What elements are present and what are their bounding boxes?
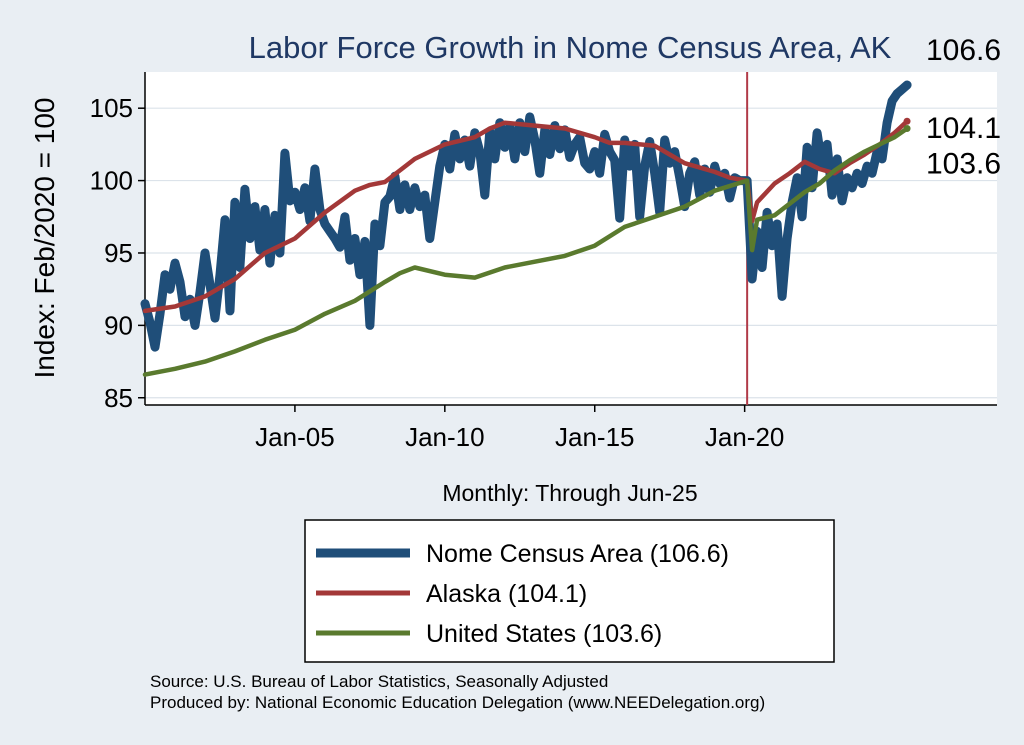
- series-line-1: [142, 118, 910, 314]
- legend-label-1: Alaska (104.1): [426, 580, 587, 608]
- x-tick-label-Jan-20: Jan-20: [705, 422, 785, 452]
- series-line-0: [140, 80, 912, 352]
- y-tick-label-90: 90: [104, 310, 133, 340]
- series-end-point-1: [903, 117, 911, 125]
- legend-label-2: United States (103.6): [426, 620, 662, 648]
- series-end-point-0: [903, 81, 911, 89]
- y-axis-title: Index: Feb/2020 = 100: [29, 98, 60, 379]
- y-axis-ticks: 85 90 95 100 105: [90, 93, 145, 413]
- source-line: Source: U.S. Bureau of Labor Statistics,…: [150, 672, 608, 691]
- x-axis-title: Monthly: Through Jun-25: [442, 480, 697, 506]
- y-tick-label-95: 95: [104, 238, 133, 268]
- series-lines: [140, 80, 912, 377]
- produced-by-line: Produced by: National Economic Education…: [150, 693, 765, 712]
- end-label-0: 106.6: [926, 34, 1001, 67]
- x-tick-label-Jan-10: Jan-10: [405, 422, 485, 452]
- y-tick-label-105: 105: [90, 93, 133, 123]
- legend: Nome Census Area (106.6) Alaska (104.1) Un…: [304, 519, 835, 663]
- y-tick-label-100: 100: [90, 166, 133, 196]
- x-tick-label-Jan-15: Jan-15: [555, 422, 635, 452]
- x-axis-ticks: Jan-05 Jan-10 Jan-15 Jan-20: [255, 405, 784, 452]
- end-label-2: 103.6: [926, 147, 1001, 180]
- y-tick-label-85: 85: [104, 383, 133, 413]
- series-line-2: [142, 126, 910, 377]
- plot-area: [145, 72, 997, 405]
- chart-title: Labor Force Growth in Nome Census Area, …: [249, 30, 892, 65]
- series-end-point-2: [903, 124, 911, 132]
- x-tick-label-Jan-05: Jan-05: [255, 422, 335, 452]
- legend-label-0: Nome Census Area (106.6): [426, 540, 729, 568]
- end-label-1: 104.1: [926, 112, 1001, 145]
